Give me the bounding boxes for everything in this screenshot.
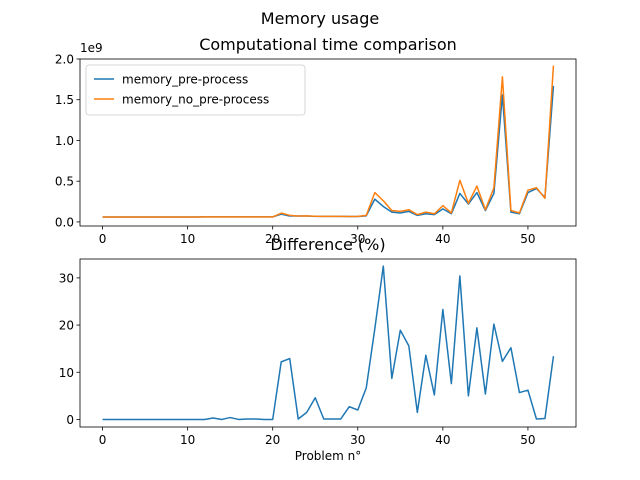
x-tick-label: 40 [435, 232, 450, 246]
x-tick-label: 0 [99, 232, 107, 246]
y-tick-label: 1.5 [55, 93, 74, 107]
axis-offset-label: 1e9 [80, 41, 103, 55]
x-tick-label: 50 [520, 433, 535, 447]
x-tick-label: 0 [99, 433, 107, 447]
axes-frame [79, 58, 577, 227]
legend-entry: memory_pre-process [122, 73, 248, 87]
axes-title: Computational time comparison [199, 35, 457, 54]
x-tick-label: 30 [350, 232, 365, 246]
legend: memory_pre-process memory_no_pre-process [85, 64, 306, 116]
x-tick-label: 40 [435, 433, 450, 447]
y-tick-label: 30 [59, 271, 74, 285]
series-line-1 [102, 265, 555, 421]
y-tick-label: 20 [59, 319, 74, 333]
series-line-2 [102, 65, 555, 218]
x-tick-label: 10 [180, 232, 195, 246]
y-tick-label: 0.0 [55, 215, 74, 229]
x-tick-label: 30 [350, 433, 365, 447]
x-tick-label: 10 [180, 433, 195, 447]
axes-title: Difference (%) [270, 235, 385, 254]
x-axis-label: Problem n° [295, 449, 361, 463]
y-tick-label: 0.5 [55, 175, 74, 189]
y-tick-label: 1.0 [55, 134, 74, 148]
x-tick-label: 20 [265, 232, 280, 246]
x-tick-label: 20 [265, 433, 280, 447]
legend-entry: memory_no_pre-process [122, 93, 269, 107]
y-tick-label: 2.0 [55, 53, 74, 67]
x-tick-label: 50 [520, 232, 535, 246]
figure-title: Memory usage [261, 9, 379, 28]
y-tick-label: 10 [59, 366, 74, 380]
axes-frame [79, 258, 577, 428]
memory-chart: 0 10 20 30 40 50 0.0 0.5 1.0 1.5 2.0 Computational … [55, 35, 577, 246]
legend-box [85, 64, 306, 116]
y-tick-label: 0 [66, 413, 74, 427]
